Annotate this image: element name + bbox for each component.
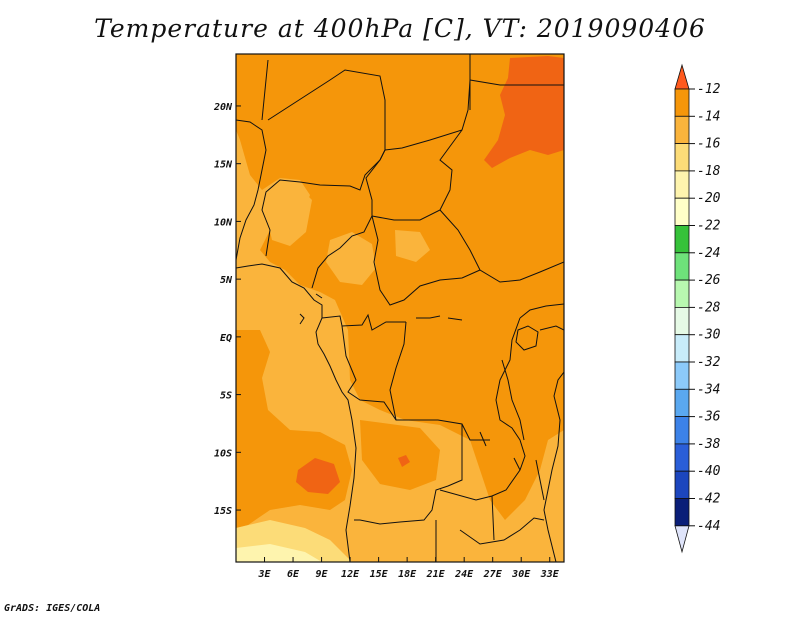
border-line [261,59,386,257]
coastline-gulf-of-guinea [236,263,357,562]
colorbar-label: -28 [697,300,721,315]
border-line [389,321,407,421]
colorbar-label: -24 [697,246,720,261]
colorbar-swatch [674,197,690,226]
lon-tick-label: 12E [341,569,360,580]
lon-tick-label: 3E [257,569,271,580]
lat-tick-label: 15N [214,160,233,171]
coastline-east-africa [543,371,564,562]
colorbar-label: -32 [697,355,721,370]
colorbar-swatch [674,225,690,254]
colorbar-swatch [674,306,690,336]
colorbar-label: -26 [697,273,721,288]
border-line [341,325,490,441]
lat-tick-label: 10S [214,448,232,459]
colorbar-swatch [674,443,690,472]
colorbar-swatch [674,88,690,117]
lake-volta [299,293,323,325]
lon-tick-label: 18E [398,569,417,580]
colorbar-swatch [674,143,690,172]
border-line [469,79,564,110]
colorbar-swatch [674,170,690,199]
field-dark-patch-northeast [484,56,564,168]
latitude-axis: 20N 15N 10N 5N EQ 5S 10S 15S [213,102,241,517]
colorbar-swatch [674,361,690,390]
colorbar-label: -40 [697,464,721,479]
colorbar-label: -18 [697,164,721,179]
field-orange-patch-angola [360,420,440,490]
map-title: Temperature at 400hPa [C], VT: 201909040… [94,14,706,43]
lat-tick-label: 20N [213,102,233,113]
field-orange-region [236,54,564,520]
lat-tick-label: 5N [220,275,233,286]
lon-tick-label: 21E [426,569,446,580]
lat-tick-label: 10N [214,217,233,228]
colorbar-swatch [674,388,690,417]
congo-river-segment [416,315,463,321]
colorbar-label: -30 [697,328,721,343]
lake-malawi [535,459,545,501]
colorbar-swatch [674,334,690,363]
lat-tick-label: EQ [220,333,232,344]
colorbar-top-arrow [674,63,690,90]
colorbar-bottom-arrow [674,525,690,554]
colorbar-label: -20 [697,191,721,206]
border-line [519,303,564,331]
field-dark-patch-south [296,458,340,494]
map-boundaries [236,54,564,562]
lon-tick-label: 9E [316,569,329,580]
colorbar-label: -36 [697,410,721,425]
temperature-field [236,54,564,562]
lat-tick-label: 5S [220,391,232,402]
border-line [311,149,386,289]
congo-river-segment [479,431,521,471]
field-light-patch-sahel [326,232,376,285]
lon-tick-label: 15E [370,569,389,580]
border-line [371,215,481,306]
colorbar-label: -38 [697,437,721,452]
colorbar-label: -12 [697,82,721,97]
lake-tanganyika [501,359,525,441]
field-dark-dot-angola [398,455,410,467]
border-line [459,517,545,545]
lon-tick-label: 6E [287,569,300,580]
border-line [321,313,406,331]
border-line [439,209,564,283]
border-line [435,495,495,562]
colorbar-swatch [674,279,690,308]
colorbar-swatch [674,498,690,527]
field-pale-band-southwest [236,544,322,562]
colorbar-swatch [674,416,690,445]
longitude-axis: 3E 6E 9E 12E 15E 18E 21E 24E 27E 30E 33E [257,557,560,580]
colorbar-label: -22 [697,219,721,234]
lon-tick-label: 27E [483,569,503,580]
border-line [371,129,463,221]
grads-credit: GrADS: IGES/COLA [4,603,101,614]
field-light-patch-center [395,230,430,262]
lon-tick-label: 33E [540,569,560,580]
colorbar-swatch [674,115,690,145]
colorbar-label: -16 [697,137,721,152]
colorbar-label: -42 [697,492,721,507]
map-frame [235,53,565,563]
lat-tick-label: 15S [214,506,232,517]
border-line [439,317,526,501]
colorbar: -12 -14 -16 -18 -20 -22 -24 -26 -28 -30 -32 -34 -36 -… [674,63,721,554]
coastline-west-africa [236,119,267,261]
colorbar-label: -44 [697,519,720,534]
colorbar-swatch [674,252,690,281]
colorbar-swatch [674,470,690,499]
lake-victoria [515,325,539,351]
lon-tick-label: 30E [511,569,531,580]
border-line [354,424,463,525]
colorbar-label: -14 [697,109,720,124]
field-light-patch-north [266,188,312,246]
lon-tick-label: 24E [454,569,474,580]
colorbar-label: -34 [697,382,720,397]
